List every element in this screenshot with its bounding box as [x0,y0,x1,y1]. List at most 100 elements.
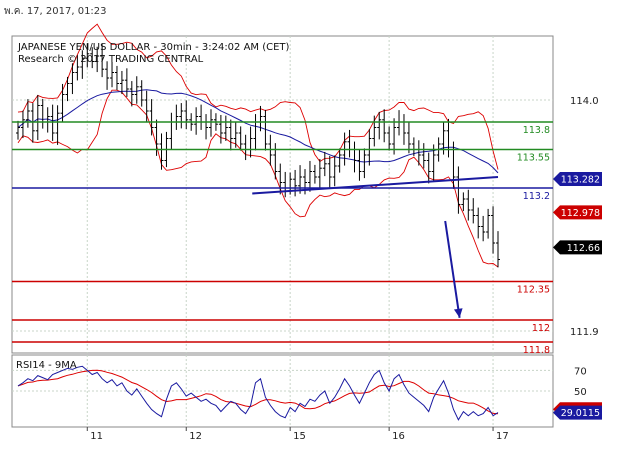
y-tick-label: 111.9 [570,327,599,338]
ohlc-bar [25,99,30,128]
ohlc-bar [179,103,184,129]
ohlc-bar [461,192,466,212]
ohlc-bar [114,65,119,91]
ohlc-bar [30,103,35,143]
ohlc-bar [406,122,411,154]
chart-title: JAPANESE YEN/US DOLLAR - 30min - 3:24:02… [17,42,290,53]
ohlc-bar [233,122,238,148]
ohlc-bar [476,207,481,239]
ohlc-bar [55,105,60,145]
ohlc-bar [377,111,382,140]
x-tick-label: 15 [293,431,306,442]
ohlc-bar [357,149,362,181]
ohlc-bar [184,100,189,130]
moving-average-line [17,89,499,174]
price-badge-shape [553,205,602,220]
price-badge: 112.66 [553,240,602,255]
ohlc-bar [307,160,312,192]
ohlc-bar [481,215,486,242]
ohlc-bar [124,68,129,97]
arrow-shaft [444,220,461,318]
ohlc-bar [159,133,164,170]
chart-subtitle: Research © 2017 TRADING CENTRAL [18,54,204,65]
ohlc-bar [144,90,149,122]
rsi-badge-label: 29.0115 [561,408,600,419]
ohlc-bar [382,109,387,143]
ohlc-bar [90,47,95,69]
level-label: 111.8 [523,345,550,356]
ohlc-bar [134,76,139,104]
y-tick-label: 114.0 [570,96,599,107]
ohlc-bar [149,99,154,136]
price-badge-shape [553,240,602,255]
ohlc-bar [228,119,233,151]
price-badge-label: 113.282 [561,174,600,185]
ohlc-bar [293,169,298,197]
ohlc-bar [471,198,476,224]
ohlc-bar [298,165,303,194]
ohlc-bar [100,44,105,78]
rsi-line [17,365,499,421]
price-badge-label: 112.978 [561,208,600,219]
ohlc-bar [35,94,40,141]
ohlc-bar [60,83,65,123]
grid-layer [12,36,553,427]
ohlc-bar [238,126,243,151]
rsi-y-tick-label: 70 [574,366,587,377]
x-tick-label: 12 [189,431,202,442]
ohlc-bar [491,206,496,254]
ohlc-bar [105,61,110,90]
ohlc-bar [327,155,332,189]
ohlc-bar [70,63,75,95]
price-badge: 113.282 [553,171,602,186]
level-label: 113.2 [523,191,550,202]
price-badge-label: 112.66 [567,243,600,254]
price-badge-shape [553,171,602,186]
rsi-badge: 29.0115 [553,405,602,420]
ohlc-bar [208,109,213,137]
ohlc-bar [392,118,397,155]
ohlc-bar [119,70,124,95]
x-tick-label: 17 [496,431,509,442]
ohlc-bar [322,151,327,177]
ohlc-bar [421,143,426,169]
ohlc-bar [129,81,134,107]
ohlc-bar [278,163,283,195]
ohlc-bar [194,107,199,135]
ohlc-bar [337,148,342,173]
ohlc-bar [431,144,436,181]
x-tick-label: 11 [90,431,103,442]
ohlc-bar [496,231,500,268]
ohlc-bar [372,115,377,147]
levels-layer: 113.8 113.55 113.2 112.35 112 111.8 [12,121,553,356]
ohlc-bar [75,55,80,81]
arrow-head [453,308,463,318]
level-label: 112 [532,323,550,334]
level-label: 113.8 [523,125,550,136]
ohlc-bar [110,61,115,88]
rsi-layer [17,365,499,421]
ohlc-bar [456,166,461,214]
ohlc-bar [332,155,337,187]
ohlc-bar [312,164,317,184]
bollinger-upper [17,23,499,170]
ohlc-bar [486,208,491,239]
rsi-title: RSI14 - 9MA [16,360,77,371]
ohlc-bar [95,46,100,73]
x-tick-label: 16 [392,431,405,442]
ohlc-bar [317,158,322,188]
price-badge: 112.978 [553,205,602,220]
ohlc-bar [16,120,20,140]
ohlc-bars-layer [16,43,500,268]
ohlc-bar [65,76,70,102]
rsi-y-tick-label: 50 [574,387,587,398]
level-label: 113.55 [517,153,550,164]
ohlc-bar [263,109,268,151]
ohlc-bar [80,50,85,79]
ohlc-bar [139,80,144,107]
ohlc-bar [218,114,223,144]
ohlc-bar [367,129,372,166]
axis-layer: 11 12 15 16 17 114.0 111.9 70 50 [86,96,599,442]
